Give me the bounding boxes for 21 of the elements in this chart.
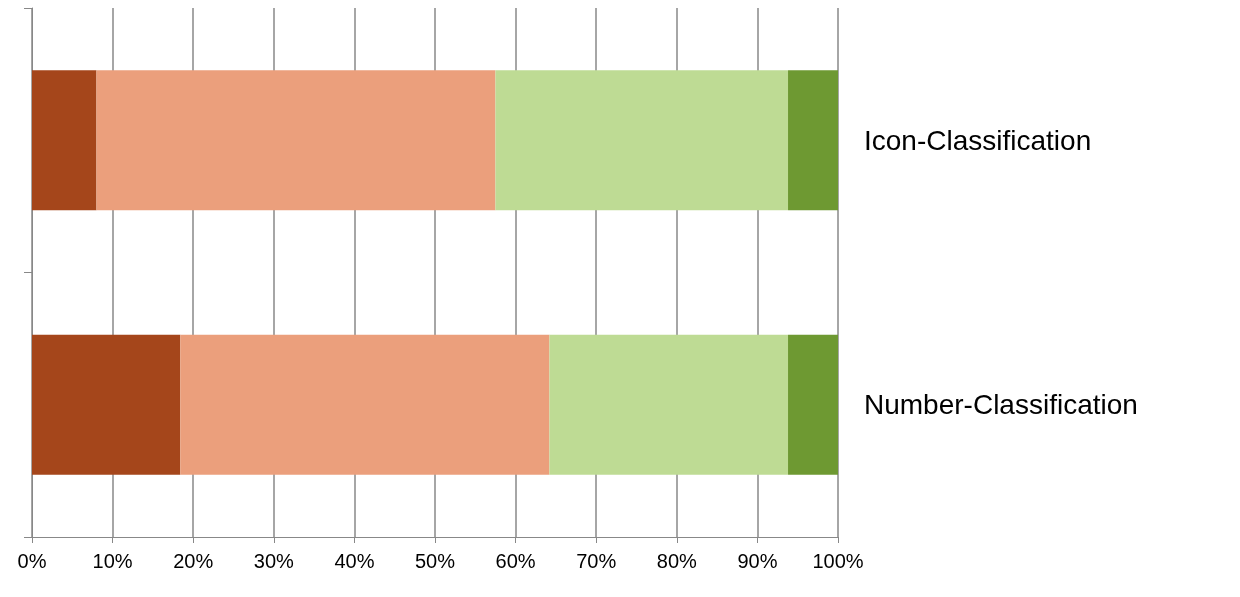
x-tick-label: 40%	[334, 550, 375, 572]
bar	[495, 70, 789, 211]
x-tick-label: 20%	[173, 550, 214, 572]
x-tick-label: 90%	[737, 550, 778, 572]
x-tick-label: 60%	[495, 550, 536, 572]
x-tick-label: 30%	[253, 550, 295, 572]
bar	[788, 334, 838, 475]
x-tick-label: 0%	[17, 550, 47, 572]
x-tick-label: 100%	[812, 550, 864, 572]
y-tick-label: Number-Classification	[864, 389, 1138, 421]
bar	[180, 334, 550, 475]
bar	[32, 334, 181, 475]
x-tick-label: 10%	[92, 550, 133, 572]
x-tick-label: 70%	[576, 550, 617, 572]
bar	[32, 70, 97, 211]
x-tick-label: 50%	[414, 550, 456, 572]
bar	[788, 70, 838, 211]
bar	[96, 70, 496, 211]
x-tick-label: 80%	[656, 550, 698, 572]
bar	[549, 334, 789, 475]
y-tick-label: Icon-Classification	[864, 124, 1092, 156]
